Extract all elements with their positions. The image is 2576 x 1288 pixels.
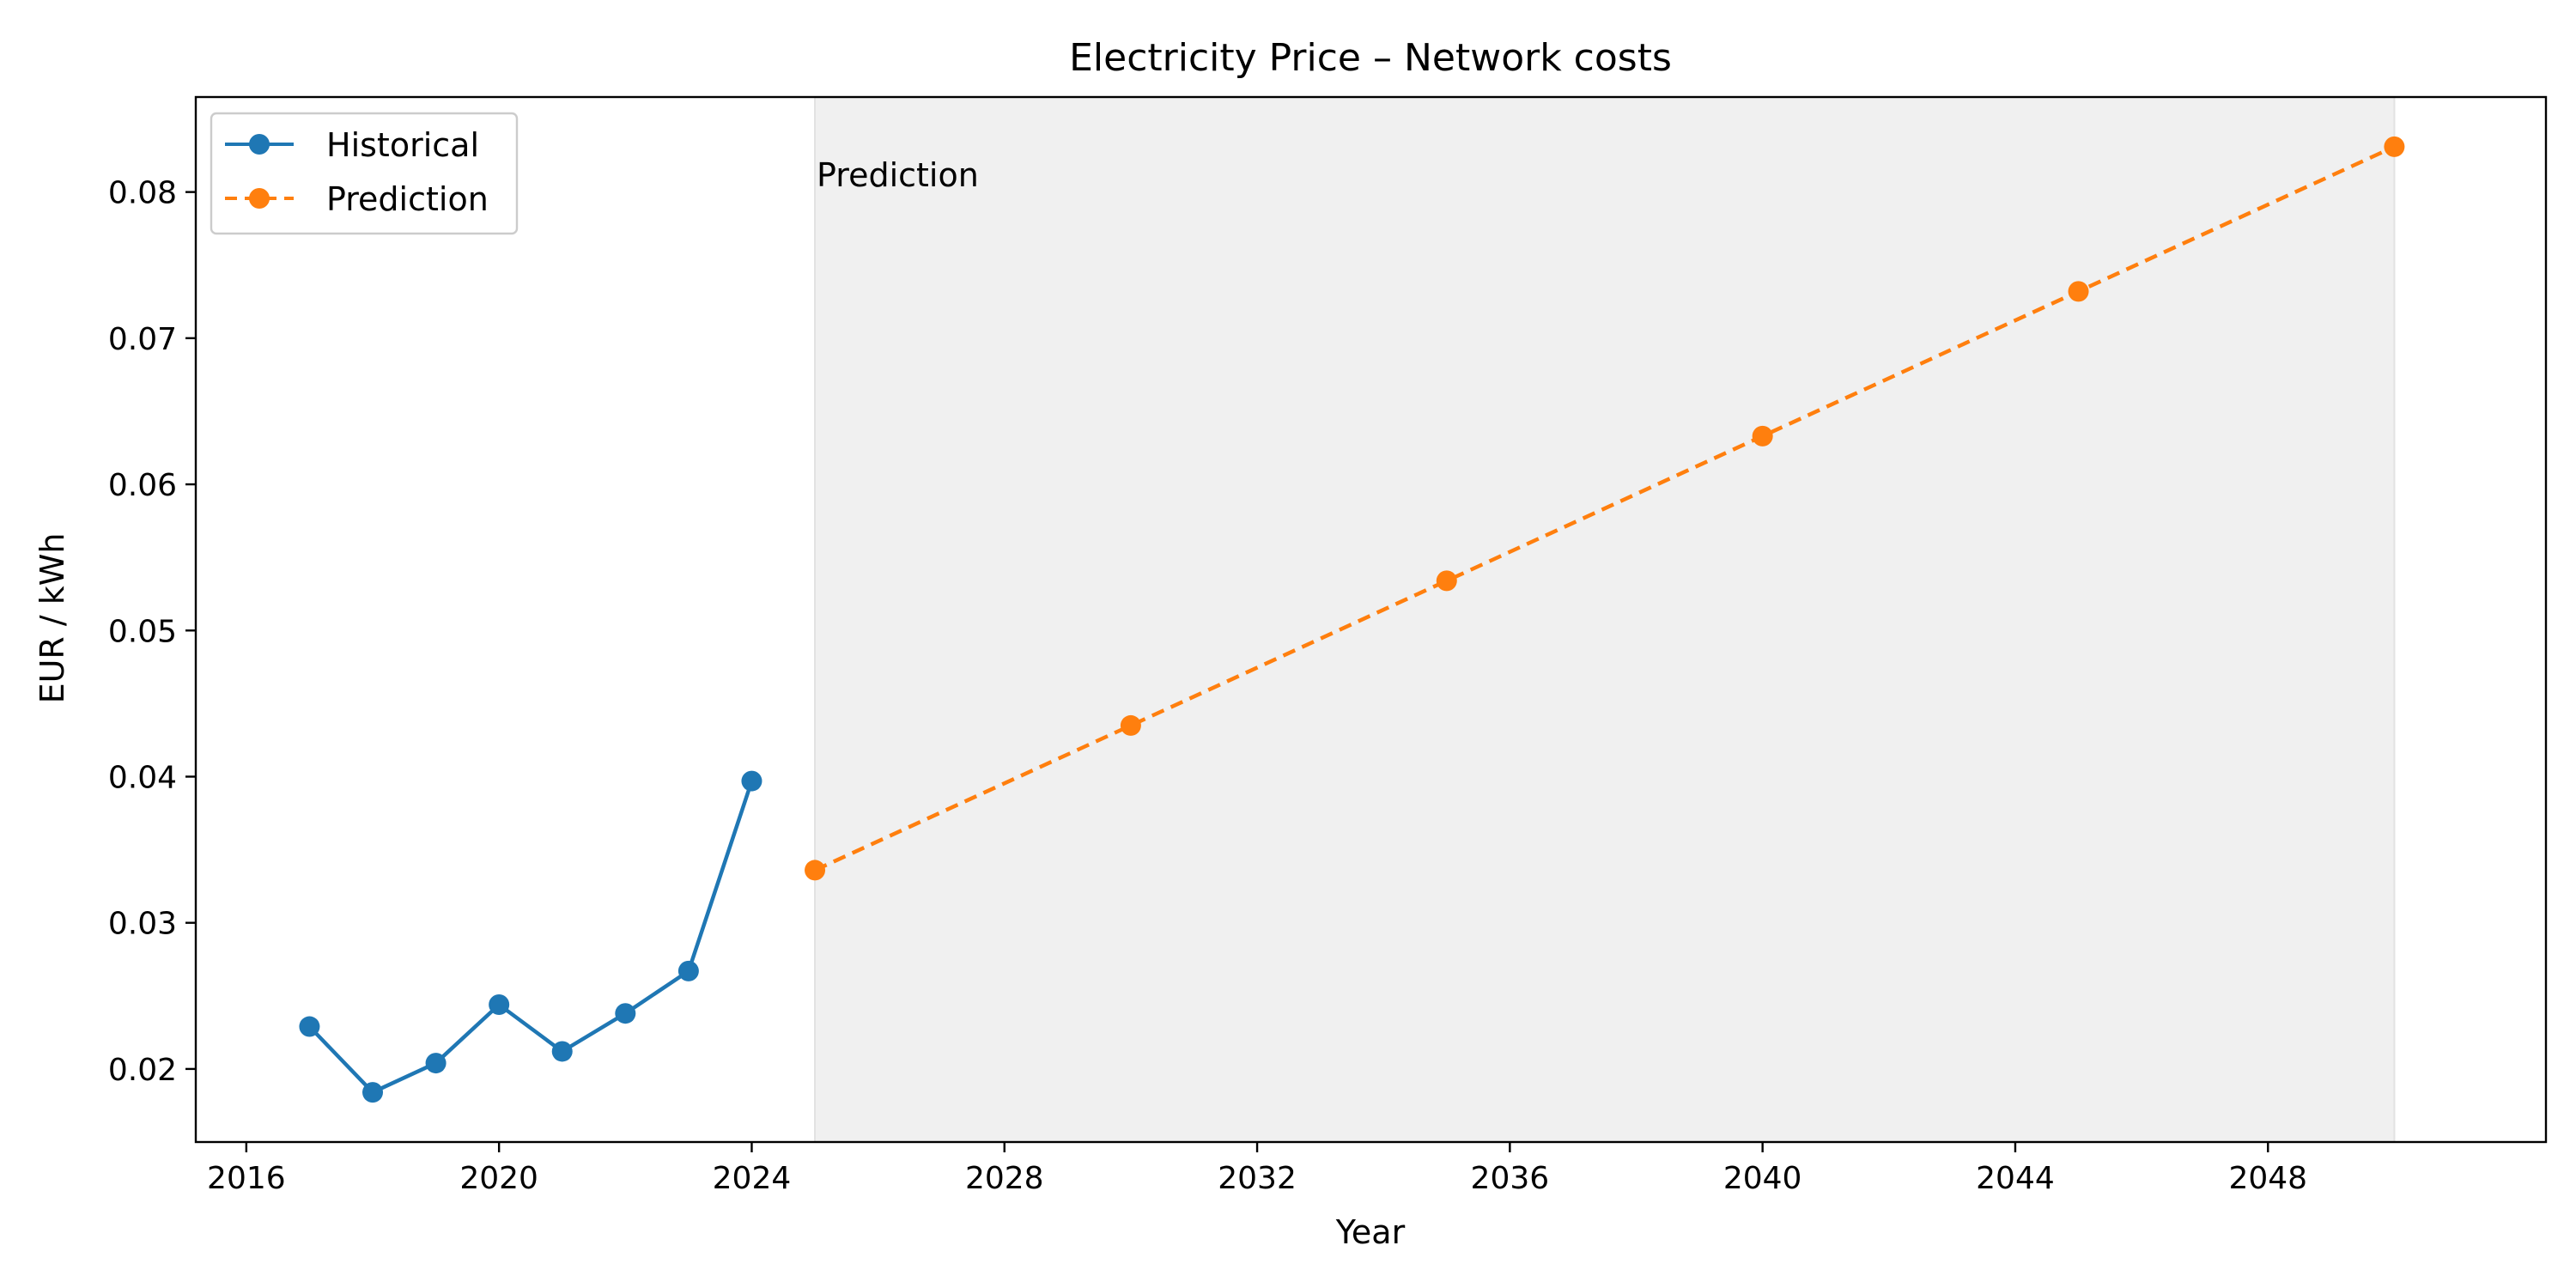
historical-data-point <box>489 994 510 1016</box>
x-tick-label: 2024 <box>713 1161 792 1196</box>
prediction-data-point <box>1436 570 1457 592</box>
historical-data-point <box>425 1053 447 1074</box>
historical-data-point <box>615 1003 636 1024</box>
y-tick-label: 0.07 <box>108 322 177 357</box>
x-tick-label: 2020 <box>459 1161 538 1196</box>
chart-title: Electricity Price – Network costs <box>1069 36 1672 80</box>
legend-prediction-label: Prediction <box>326 180 489 218</box>
legend-historical-label: Historical <box>326 126 479 164</box>
historical-data-point <box>551 1041 573 1062</box>
x-axis-label: Year <box>1335 1213 1406 1251</box>
x-axis-ticks: 2016 2020 2024 2028 2032 2036 2040 2044 2048 <box>207 1142 2307 1196</box>
x-tick-label: 2016 <box>207 1161 286 1196</box>
historical-data-point <box>362 1082 384 1103</box>
historical-data-point <box>741 770 762 792</box>
plot-area-frame <box>194 95 2548 1144</box>
x-tick-label: 2044 <box>1976 1161 2055 1196</box>
prediction-data-point <box>2384 136 2405 157</box>
x-tick-label: 2036 <box>1471 1161 1550 1196</box>
prediction-data-point <box>2068 281 2089 302</box>
y-tick-label: 0.04 <box>108 760 177 795</box>
x-tick-label: 2048 <box>2228 1161 2307 1196</box>
y-tick-label: 0.06 <box>108 468 177 503</box>
historical-data-point <box>299 1016 320 1037</box>
x-tick-label: 2040 <box>1723 1161 1802 1196</box>
x-tick-label: 2032 <box>1218 1161 1297 1196</box>
y-axis-label: EUR / kWh <box>33 533 71 704</box>
y-axis-ticks: 0.02 0.03 0.04 0.05 0.06 0.07 0.08 <box>108 176 196 1088</box>
historical-series-line <box>307 780 754 1095</box>
legend-prediction-marker <box>249 188 270 209</box>
legend: Historical Prediction <box>210 112 519 235</box>
prediction-data-point <box>1752 425 1773 447</box>
prediction-series-line <box>814 144 2396 872</box>
historical-data-point <box>677 960 699 981</box>
y-tick-label: 0.03 <box>108 907 177 942</box>
shaded-region-layer <box>814 96 2396 1143</box>
prediction-data-point <box>1120 714 1141 736</box>
prediction-shaded-region <box>814 96 2396 1143</box>
y-tick-label: 0.02 <box>108 1053 177 1088</box>
y-tick-label: 0.08 <box>108 176 177 211</box>
legend-historical-marker <box>249 134 270 155</box>
prediction-region-label: Prediction <box>817 156 979 194</box>
y-tick-label: 0.05 <box>108 614 177 649</box>
series-layer <box>299 136 2405 1103</box>
x-tick-label: 2028 <box>965 1161 1044 1196</box>
prediction-data-point <box>805 860 826 881</box>
